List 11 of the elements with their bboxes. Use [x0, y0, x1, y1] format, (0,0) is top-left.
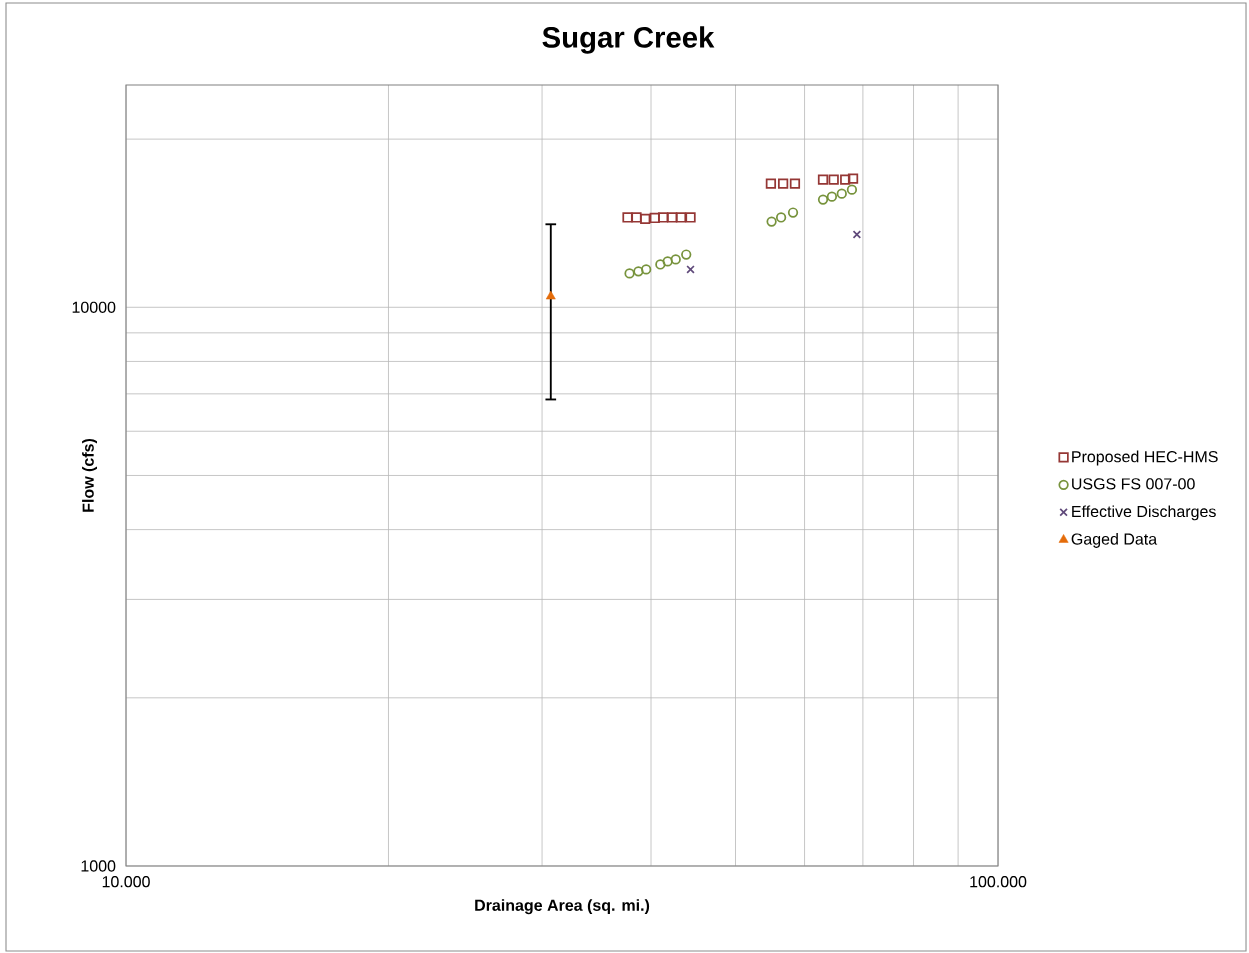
x-axis-title: Drainage Area (sq. mi.): [475, 899, 650, 915]
y-axis-title: Flow (cfs): [82, 438, 97, 512]
legend-label: USGS FS 007-00: [1072, 478, 1195, 490]
legend-label: Gaged Data: [1071, 532, 1158, 548]
y-tick-label: 10000: [72, 301, 116, 313]
chart-title: Sugar Creek: [542, 26, 715, 54]
legend-label: Proposed HEC-HMS: [1072, 450, 1218, 466]
x-tick-label: 100.000: [970, 876, 1027, 888]
x-tick-label: 10.000: [102, 876, 150, 888]
y-tick-label: 1000: [81, 860, 116, 872]
legend-label: Effective Discharges: [1072, 505, 1216, 521]
